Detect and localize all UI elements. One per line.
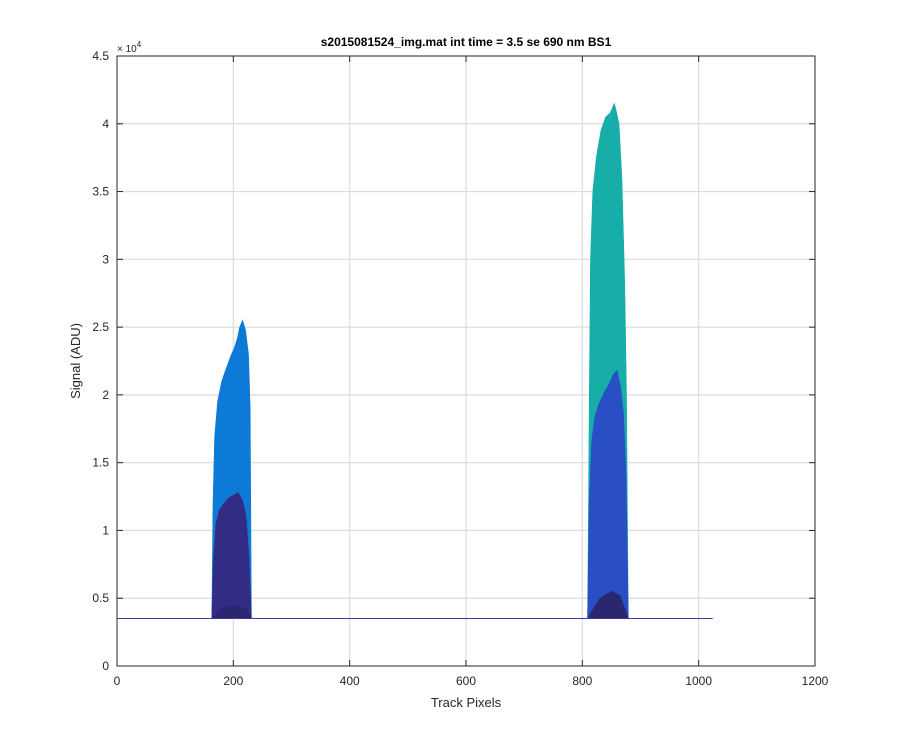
y-exponent-base: × 10 — [117, 44, 137, 55]
y-tick-label: 4.5 — [92, 49, 109, 63]
x-tick-label: 1200 — [802, 674, 829, 688]
y-tick-label: 3.5 — [92, 185, 109, 199]
x-tick-label: 0 — [114, 674, 121, 688]
x-axis-label: Track Pixels — [431, 695, 502, 710]
y-axis-exponent: × 104 — [117, 40, 142, 55]
y-exponent-power: 4 — [137, 40, 142, 49]
x-tick-label: 800 — [572, 674, 592, 688]
y-tick-label: 0.5 — [92, 591, 109, 605]
x-tick-label: 200 — [223, 674, 243, 688]
y-tick-label: 1.5 — [92, 456, 109, 470]
chart-title: s2015081524_img.mat int time = 3.5 se 69… — [321, 35, 612, 49]
y-tick-label: 2.5 — [92, 320, 109, 334]
series-group — [117, 102, 713, 620]
series-area-3 — [587, 369, 629, 619]
series-area-4 — [211, 492, 252, 619]
x-tick-label: 1000 — [685, 674, 712, 688]
y-tick-label: 3 — [102, 252, 109, 266]
y-axis-label: Signal (ADU) — [68, 323, 83, 399]
y-tick-label: 0 — [102, 659, 109, 673]
y-tick-label: 4 — [102, 117, 109, 131]
x-tick-label: 600 — [456, 674, 476, 688]
x-tick-label: 400 — [340, 674, 360, 688]
axis-ticks: 0 200 400 600 800 1000 1200 0 0.5 1 1.5 2 2.5 3 3.5 4 4.… — [92, 49, 828, 688]
y-tick-label: 2 — [102, 388, 109, 402]
y-tick-label: 1 — [102, 523, 109, 537]
plot-area: 0 200 400 600 800 1000 1200 0 0.5 1 1.5 2 2.5 3 3.5 4 4.… — [92, 49, 828, 688]
